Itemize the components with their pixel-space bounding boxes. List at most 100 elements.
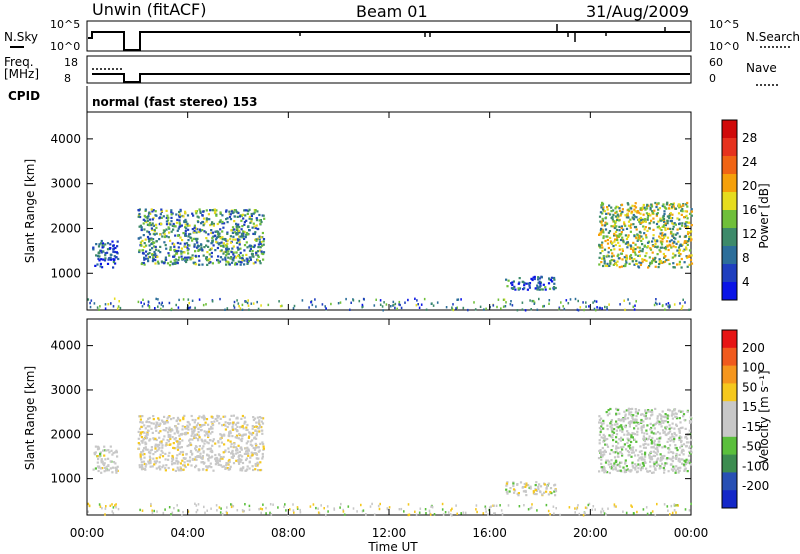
- echo-cell: [244, 503, 246, 506]
- echo-cell: [163, 235, 166, 239]
- echo-cell: [212, 222, 215, 225]
- nsearch-tick-low: 10^0: [709, 40, 739, 53]
- echo-cell: [186, 244, 190, 247]
- echo-cell: [600, 206, 603, 209]
- echo-cell: [612, 439, 615, 442]
- echo-cell: [184, 223, 187, 226]
- echo-cell: [509, 487, 512, 490]
- echo-cell: [163, 241, 166, 244]
- echo-cell: [209, 261, 212, 264]
- echo-cell: [603, 467, 606, 470]
- echo-cell: [633, 263, 636, 266]
- power-colorbar-tick-label: 4: [742, 275, 750, 289]
- echo-cell: [407, 513, 410, 517]
- echo-cell: [683, 241, 686, 244]
- echo-cell: [221, 465, 224, 468]
- echo-cell: [546, 484, 549, 488]
- echo-cell: [222, 465, 225, 468]
- echo-cell: [596, 306, 598, 309]
- echo-cell: [211, 300, 214, 303]
- x-tick-label: 00:00: [70, 526, 105, 540]
- echo-cell: [627, 203, 630, 206]
- echo-cell: [504, 305, 507, 308]
- echo-cell: [492, 304, 495, 307]
- echo-cell: [606, 262, 609, 265]
- echo-cell: [228, 422, 231, 425]
- echo-cell: [174, 234, 177, 237]
- echo-cell: [601, 219, 604, 222]
- echo-cell: [254, 238, 257, 241]
- echo-cell: [178, 210, 181, 214]
- echo-cell: [169, 248, 172, 251]
- echo-cell: [180, 250, 183, 253]
- echo-cell: [658, 207, 661, 210]
- echo-cell: [100, 258, 103, 261]
- echo-cell: [191, 299, 194, 302]
- echo-cell: [137, 437, 140, 440]
- echo-cell: [229, 440, 232, 443]
- echo-cell: [226, 242, 229, 245]
- echo-cell: [634, 468, 637, 471]
- echo-cell: [223, 238, 226, 241]
- echo-cell: [193, 231, 196, 234]
- echo-cell: [166, 421, 169, 424]
- velocity-colorbar-tick-label: 200: [742, 341, 765, 355]
- echo-cell: [148, 233, 152, 236]
- echo-cell: [292, 509, 295, 512]
- echo-cell: [158, 446, 161, 449]
- echo-cell: [138, 443, 141, 446]
- echo-cell: [649, 248, 653, 251]
- colorbar-swatch: [722, 264, 737, 283]
- echo-cell: [244, 300, 247, 303]
- echo-cell: [272, 503, 274, 506]
- echo-cell: [654, 422, 657, 426]
- colorbar-swatch: [722, 401, 737, 420]
- echo-cell: [361, 306, 363, 309]
- echo-cell: [634, 253, 637, 256]
- echo-cell: [505, 278, 508, 281]
- echo-cell: [248, 208, 251, 211]
- echo-cell: [462, 511, 465, 514]
- echo-cell: [518, 287, 522, 290]
- echo-cell: [181, 432, 184, 435]
- echo-cell: [690, 420, 693, 423]
- echo-cell: [188, 459, 191, 462]
- echo-cell: [616, 469, 619, 472]
- echo-cell: [169, 260, 172, 263]
- echo-cell: [173, 250, 176, 253]
- echo-cell: [537, 485, 540, 488]
- echo-cell: [452, 308, 455, 312]
- echo-cell: [538, 288, 541, 291]
- echo-cell: [599, 220, 602, 223]
- echo-cell: [451, 514, 453, 517]
- echo-cell: [606, 242, 610, 245]
- echo-cell: [176, 504, 178, 507]
- echo-cell: [177, 422, 180, 425]
- echo-cell: [627, 216, 630, 219]
- echo-cell: [680, 307, 683, 310]
- y-tick-label: 1000: [50, 266, 81, 280]
- echo-cell: [116, 455, 119, 458]
- echo-cell: [178, 434, 181, 437]
- echo-cell: [210, 229, 213, 232]
- echo-cell: [176, 454, 179, 457]
- echo-cell: [661, 446, 664, 449]
- echo-cell: [537, 281, 540, 284]
- echo-cell: [139, 215, 142, 219]
- echo-cell: [663, 445, 666, 448]
- echo-cell: [188, 224, 191, 227]
- echo-cell: [677, 466, 680, 469]
- echo-cell: [248, 461, 251, 464]
- echo-cell: [232, 505, 235, 508]
- echo-cell: [673, 236, 676, 239]
- echo-cell: [270, 512, 273, 516]
- echo-cell: [611, 218, 614, 221]
- echo-cell: [141, 467, 144, 470]
- echo-cell: [626, 433, 629, 436]
- echo-cell: [222, 455, 225, 459]
- echo-cell: [193, 245, 196, 248]
- echo-cell: [626, 430, 629, 433]
- echo-cell: [662, 234, 665, 237]
- echo-cell: [181, 459, 184, 462]
- echo-cell: [217, 230, 220, 234]
